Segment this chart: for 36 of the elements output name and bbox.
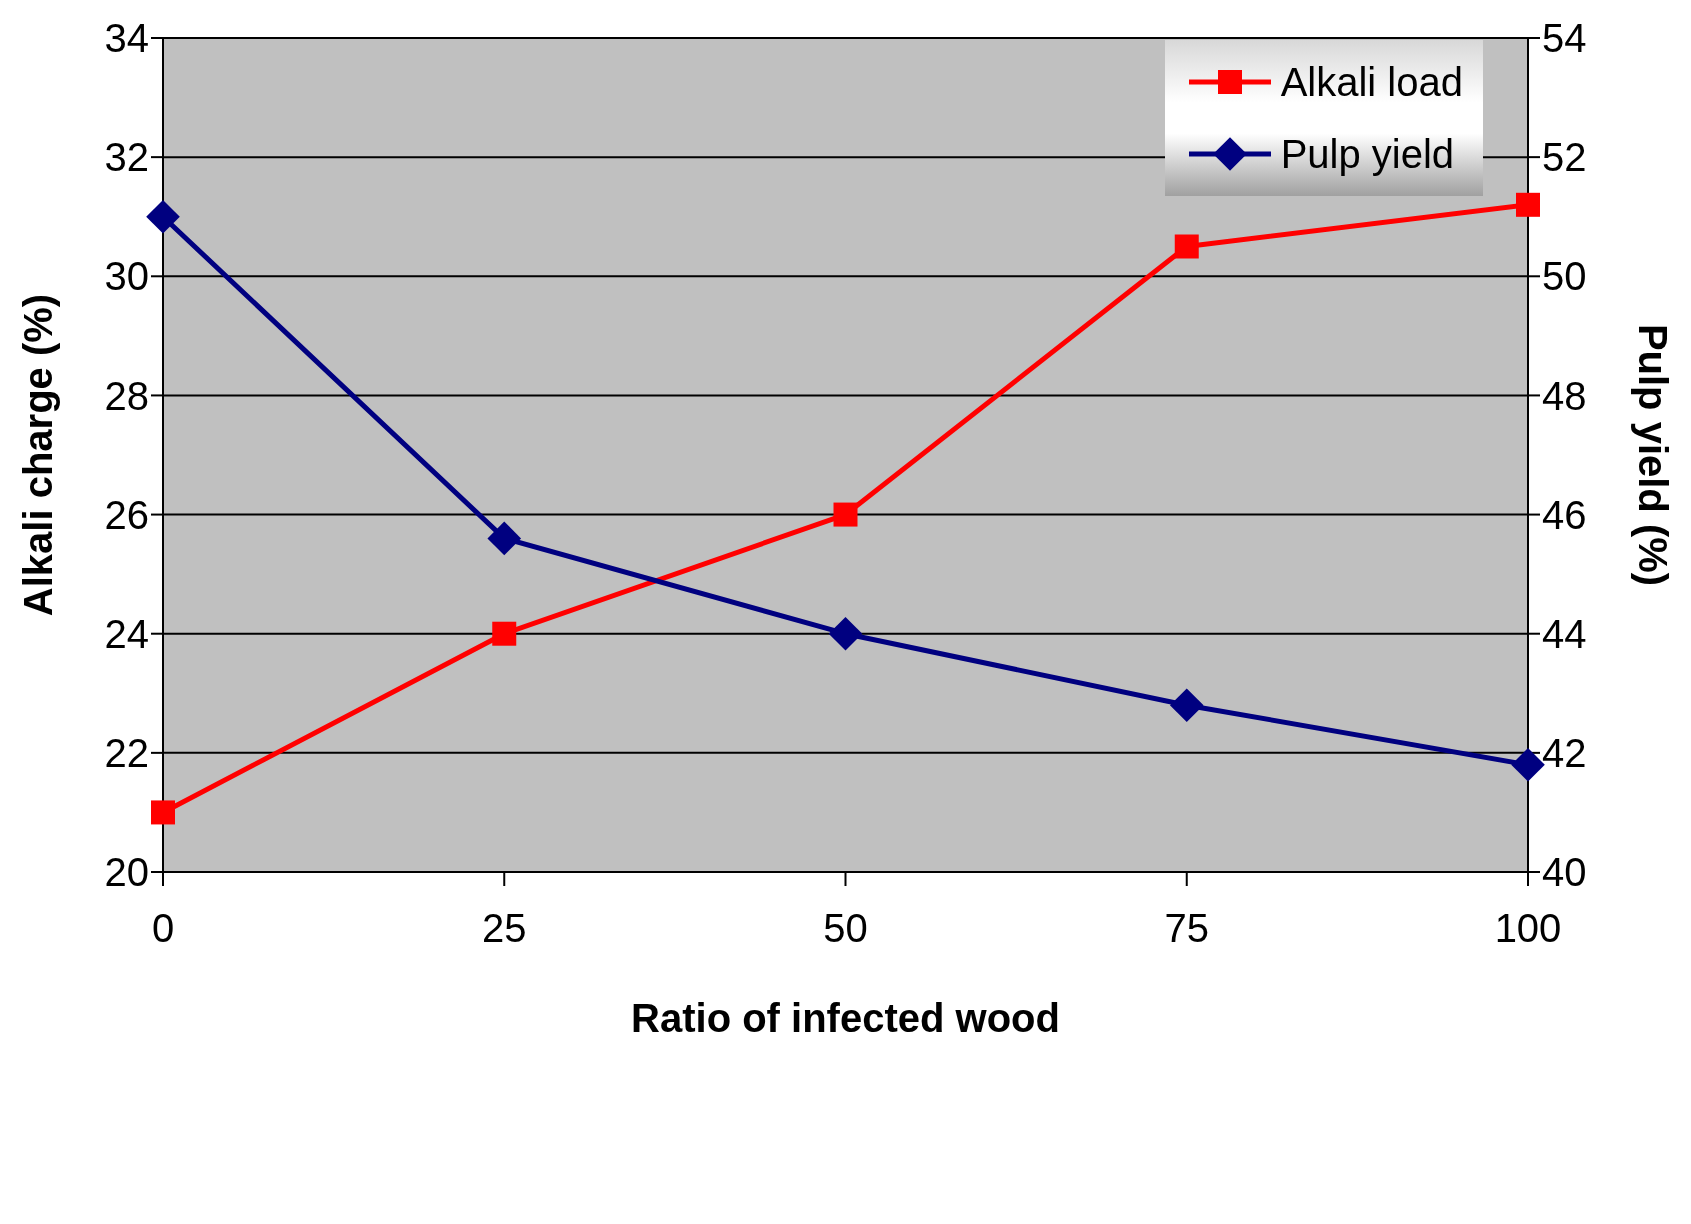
y2-tick-label: 46 [1542,492,1587,537]
y2-tick-label: 44 [1542,611,1587,656]
y-tick-label: 20 [104,850,149,895]
y2-tick-label: 48 [1542,373,1587,418]
y-tick-label: 24 [104,611,149,656]
y2-tick-label: 40 [1542,850,1587,895]
point [1174,234,1199,259]
point [833,502,858,527]
y2-tick-label: 52 [1542,135,1587,180]
x-tick-label: 75 [1164,906,1209,951]
y-tick-label: 26 [104,492,149,537]
y2-tick-label: 54 [1542,16,1587,61]
point [487,521,522,556]
point [828,616,863,651]
y2-tick-label: 42 [1542,731,1587,776]
y-tick-label: 28 [104,373,149,418]
point [492,621,517,646]
point [1511,747,1545,782]
y-tick-label: 34 [104,16,149,61]
point [151,800,175,825]
y-tick-label: 22 [104,731,149,776]
x-tick-label: 0 [151,906,175,951]
y2-axis-title: Pulp yield (%) [1630,323,1675,587]
y-tick-label: 30 [104,254,149,299]
y-axis-title: Alkali charge (%) [16,293,61,617]
y2-tick-label: 50 [1542,254,1587,299]
x-tick-label: 25 [482,906,527,951]
x-tick-label: 50 [823,906,868,951]
legend-label: Pulp yield [1280,131,1455,177]
y-tick-label: 32 [104,135,149,180]
point [146,199,180,234]
legend-label: Alkali load [1280,59,1463,105]
point [1516,192,1540,217]
x-axis-title: Ratio of infected wood [631,996,1060,1040]
x-tick-label: 100 [1494,906,1562,951]
point [1169,688,1204,722]
